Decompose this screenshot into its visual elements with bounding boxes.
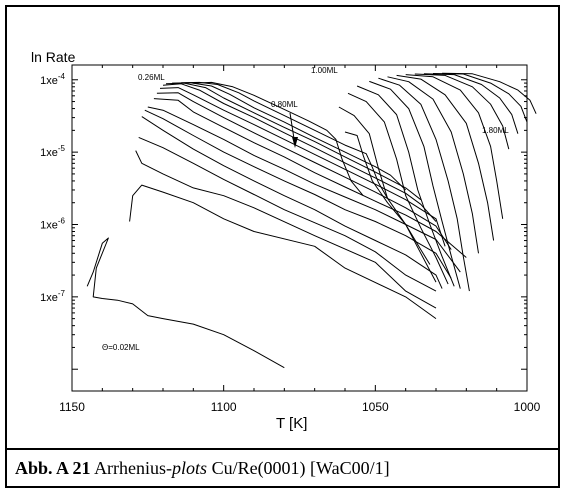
annotation-1-80ml: 1.80ML <box>482 126 509 135</box>
series-lines <box>86 72 537 369</box>
y-tick-label: 1xe-7 <box>40 289 65 304</box>
series-line <box>165 82 422 201</box>
series-line <box>172 82 407 191</box>
series-line <box>356 85 455 287</box>
x-tick-label: 1050 <box>362 400 389 414</box>
series-line <box>369 80 461 289</box>
series-line <box>193 81 364 197</box>
series-line <box>156 92 452 250</box>
series-line <box>396 74 495 241</box>
series-line <box>162 83 437 222</box>
series-line <box>181 81 388 199</box>
y-tick-label: 1xe-5 <box>40 144 65 159</box>
series-line <box>378 77 470 292</box>
series-line <box>159 87 446 247</box>
series-line <box>405 74 504 219</box>
x-axis-label: T [K] <box>276 415 307 432</box>
caption-text-before: Arrhenius- <box>94 458 173 478</box>
series-line <box>347 92 449 285</box>
series-line <box>442 72 537 114</box>
caption-text-after: Cu/Re(0001) [WaC00/1] <box>211 458 390 478</box>
series-line <box>144 109 452 279</box>
figure-frame <box>5 5 560 488</box>
annotation-1-00ml: 1.00ML <box>311 66 338 75</box>
figure-caption: Abb. A 21 Arrhenius-plots Cu/Re(0001) [W… <box>5 448 560 488</box>
series-line <box>141 116 443 289</box>
x-tick-label: 1150 <box>59 400 85 414</box>
series-line <box>138 136 437 292</box>
series-line <box>423 73 519 134</box>
annotation-arrow <box>289 112 298 148</box>
series-line <box>86 237 285 369</box>
series-line <box>338 106 437 283</box>
series-line <box>129 184 437 320</box>
y-tick-label: 1xe-6 <box>40 216 65 231</box>
y-axis-label: ln Rate <box>31 49 76 65</box>
x-tick-label: 1100 <box>211 400 237 414</box>
series-line <box>344 131 431 265</box>
series-line <box>414 73 510 150</box>
axis-ticks: 1150 1100 1050 1000 1xe-4 1xe-5 1xe-6 1xe-7 <box>40 65 541 414</box>
annotation-0-02ml: Θ=0.02ML <box>102 343 140 352</box>
annotation-0-26ml: 0.26ML <box>138 73 165 82</box>
y-tick-label: 1xe-4 <box>40 72 65 87</box>
x-tick-label: 1000 <box>514 400 541 414</box>
annotation-0-80ml: 0.80ML <box>271 100 298 109</box>
series-line <box>135 150 437 309</box>
caption-text-italic: plots <box>172 458 208 478</box>
series-line <box>147 106 461 273</box>
caption-label: Abb. A 21 <box>15 458 91 478</box>
series-line <box>387 76 479 254</box>
series-line <box>153 98 467 258</box>
